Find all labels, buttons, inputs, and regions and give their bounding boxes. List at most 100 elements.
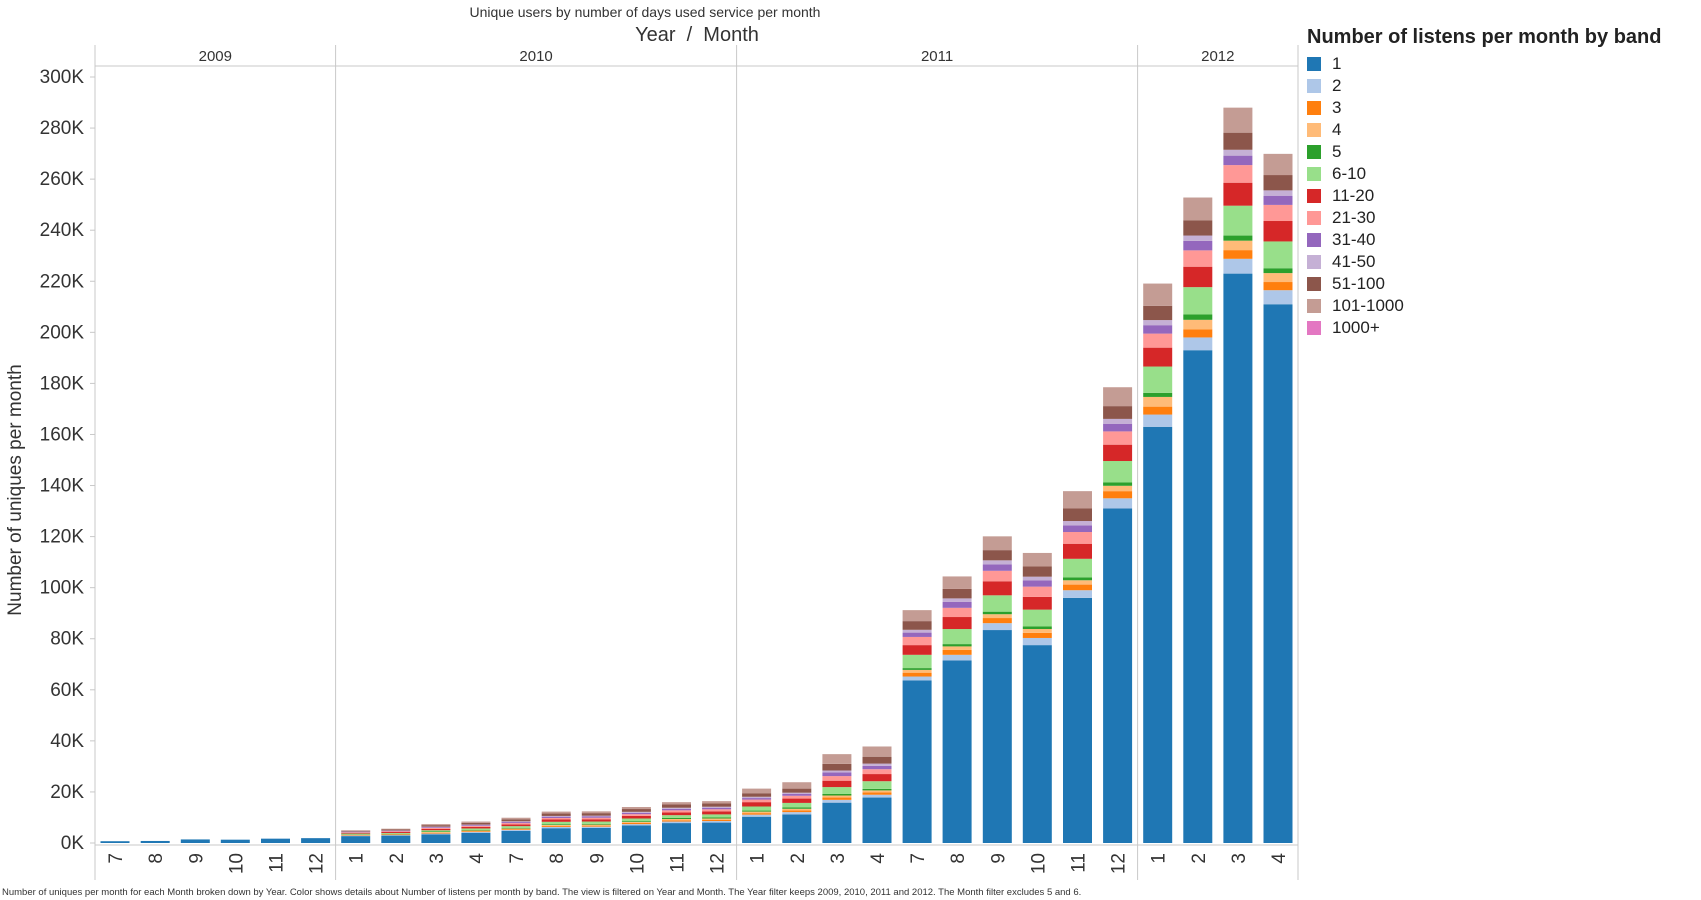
legend-swatch [1307,299,1321,313]
bar-segment-2011-2-band-2 [782,812,812,815]
bar-segment-2010-7-band-4 [501,828,531,830]
bar-segment-2010-3-band-31-40 [421,827,451,828]
bar-segment-2011-10-band-31-40 [1022,580,1052,587]
x-tick-label: 7 [507,853,528,864]
bar-segment-2011-8-band-4 [942,646,972,650]
legend-label: 11-20 [1332,186,1375,205]
x-tick-label: 11 [267,853,288,873]
legend-item: 2 [1307,75,1697,97]
bar-segment-2010-10-band-31-40 [621,812,651,815]
y-tick-label: 80K [50,629,84,650]
bar-segment-2010-2-band-51-100 [381,829,411,831]
bar-segment-2010-9-band-51-100 [581,813,611,816]
bar-segment-2011-7-band-1 [902,680,932,843]
bar-segment-2012-4-band-101-1000 [1263,153,1293,176]
x-tick-label: 12 [1109,853,1130,874]
chart-frame [94,45,1299,880]
bar-segment-2010-10-band-5 [621,821,651,822]
x-tick-label: 9 [587,853,608,864]
bar-segment-2010-3-band-6-10 [421,830,451,832]
bar-segment-2011-7-band-51-100 [902,621,932,630]
bar-segment-2010-12-band-31-40 [702,807,732,810]
bar-segment-2011-1-band-6-10 [742,806,772,811]
bar-segment-2010-4-band-2 [461,832,491,833]
y-tick-label: 140K [40,476,85,497]
bar-segment-2011-8-band-31-40 [942,601,972,608]
bar-segment-2010-10-band-51-100 [621,809,651,812]
bar-segment-2011-8-band-3 [942,649,972,655]
bar-segment-2012-1-band-51-100 [1143,305,1173,321]
bar-segment-2010-7-band-1 [501,831,531,843]
bar-segment-2010-3-band-11-20 [421,828,451,831]
bar-segment-2010-4-band-21-30 [461,825,491,827]
bar-segment-2010-7-band-41-50 [501,821,531,823]
bar-segment-2011-8-band-6-10 [942,629,972,645]
legend-item: 1 [1307,53,1697,75]
legend-item: 4 [1307,119,1697,141]
x-tick-label: 8 [948,853,969,864]
bar-segment-2012-3-band-3 [1223,250,1253,259]
bar-segment-2011-10-band-4 [1022,629,1052,633]
bar-segment-2011-1-band-51-100 [742,793,772,797]
bar-segment-2012-1-band-1 [1143,426,1173,843]
legend-swatch [1307,79,1321,93]
x-tick-label: 2 [387,853,408,864]
bar-segment-2011-1-band-3 [742,813,772,815]
bar-segment-2011-8-band-51-100 [942,588,972,599]
bar-segment-2010-9-band-41-50 [581,815,611,817]
legend-swatch [1307,233,1321,247]
bar-segment-2010-4-band-1 [461,832,491,843]
legend-item: 31-40 [1307,229,1697,251]
bar-segment-2010-11-band-6-10 [662,815,691,818]
bar-segment-2011-10-band-21-30 [1022,586,1052,597]
bar-segment-2010-4-band-3 [461,831,491,833]
bar-segment-2011-11-band-2 [1063,590,1092,598]
bar-segment-2011-3-band-101-1000 [822,754,852,764]
bar-segment-2010-12-band-6-10 [702,814,732,818]
bar-segment-2009-9-band-1 [180,839,210,843]
bar-segment-2011-12-band-4 [1103,485,1133,492]
bar-segment-2010-4-band-51-100 [461,822,491,825]
bar-segment-2010-11-band-1 [662,823,691,843]
bar-segment-2011-1-band-2 [742,814,772,817]
bar-segment-2011-4-band-41-50 [862,763,892,766]
bar-segment-2011-11-band-5 [1063,577,1092,581]
bar-segment-2010-1-band-3 [341,835,371,836]
bar-segment-2011-11-band-21-30 [1063,532,1092,544]
bar-segment-2010-2-band-3 [381,834,411,836]
bar-segment-2012-2-band-6-10 [1183,287,1213,315]
bar-segment-2012-4-band-3 [1263,282,1293,291]
legend-swatch [1307,189,1321,203]
bar-segment-2010-11-band-51-100 [662,804,691,808]
bar-segment-2010-4-band-101-1000 [461,821,491,823]
bar-segment-2011-9-band-31-40 [982,564,1012,571]
bar-segment-2012-4-band-4 [1263,273,1293,283]
bar-segment-2012-4-band-21-30 [1263,204,1293,222]
bar-segment-2012-3-band-1 [1223,273,1253,843]
bar-segment-2009-8-band-1 [140,840,170,843]
bar-segment-2012-4-band-2 [1263,290,1293,305]
bar-segment-2010-7-band-101-1000 [501,817,531,820]
legend-item: 51-100 [1307,273,1697,295]
bar-segment-2011-12-band-2 [1103,498,1133,509]
bar-segment-2010-4-band-5 [461,829,491,831]
bar-segment-2010-9-band-31-40 [581,816,611,818]
bar-segment-2011-10-band-5 [1022,626,1052,630]
bar-segment-2012-3-band-4 [1223,240,1253,251]
bar-segment-2011-10-band-6-10 [1022,609,1052,627]
bar-segment-2010-1-band-51-100 [341,830,371,832]
bar-segment-2012-2-band-2 [1183,337,1213,351]
bar-segment-2010-4-band-4 [461,830,491,832]
x-tick-label: 3 [1229,853,1250,864]
bar-segment-2010-8-band-3 [541,825,571,827]
bar-segment-2010-9-band-2 [581,826,611,828]
x-tick-label: 2 [1189,853,1210,864]
bar-segment-2011-2-band-3 [782,810,812,813]
bar-segment-2010-9-band-11-20 [581,819,611,822]
bar-segment-2010-8-band-6-10 [541,821,571,825]
x-tick-label: 4 [1269,853,1290,864]
bar-segment-2011-1-band-41-50 [742,796,772,799]
bar-segment-2011-7-band-21-30 [902,636,932,646]
bar-segment-2011-4-band-31-40 [862,765,892,770]
bar-segment-2012-4-band-1 [1263,304,1293,843]
